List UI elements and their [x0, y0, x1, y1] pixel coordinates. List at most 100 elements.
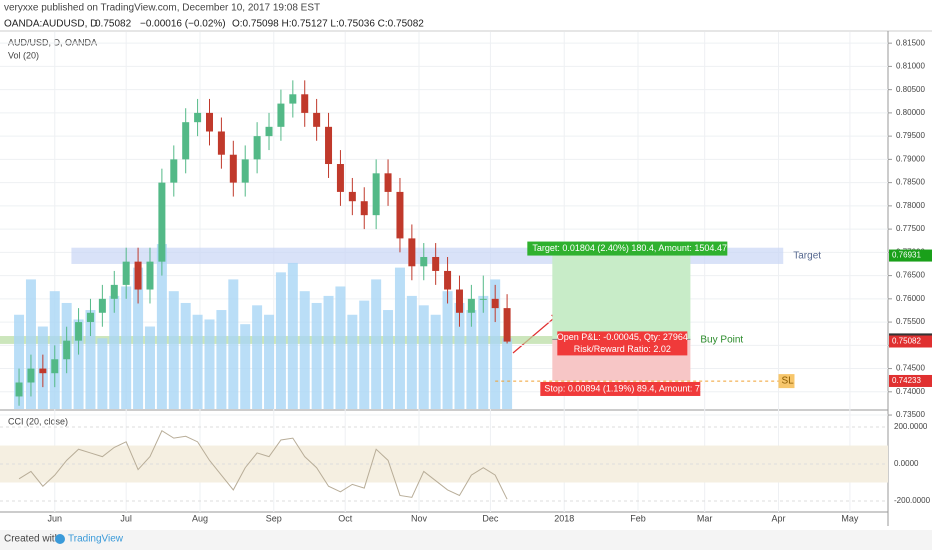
volume-bar	[121, 286, 132, 409]
y-tick-label: 0.80500	[896, 85, 925, 94]
candle-body	[289, 94, 297, 104]
volume-bar	[85, 310, 96, 409]
x-tick-label: 2018	[554, 513, 574, 523]
volume-bar	[371, 279, 382, 409]
volume-bar	[240, 324, 251, 409]
candle-body	[265, 126, 273, 137]
publisher: veryxxe published on TradingView.com, De…	[4, 3, 320, 14]
volume-bar	[490, 279, 501, 409]
ohlc: O:0.75098 H:0.75127 L:0.75036 C:0.75082	[232, 19, 424, 30]
zone-label: Buy Point	[700, 335, 743, 346]
legend: AUD/USD, D, OANDA	[8, 37, 97, 47]
candle-body	[479, 298, 487, 300]
x-tick-label: Aug	[192, 513, 208, 523]
volume-bar	[133, 267, 144, 409]
candle-body	[348, 191, 356, 202]
arrow	[512, 312, 561, 354]
candle-body	[51, 359, 59, 374]
candle-body	[146, 261, 154, 290]
candle-body	[122, 261, 130, 285]
volume-bar	[454, 302, 465, 409]
y-tick-label: 0.80000	[896, 108, 925, 117]
candle-body	[27, 368, 35, 383]
candle-body	[170, 159, 178, 183]
candle-body	[15, 382, 23, 397]
x-tick-label: Apr	[771, 513, 785, 523]
x-tick-label: Sep	[266, 513, 282, 523]
candle-body	[336, 164, 344, 192]
volume-bar	[335, 286, 346, 409]
y-tick-label: 0.74000	[896, 387, 925, 396]
price-tag-label: 0.75082	[892, 337, 921, 346]
candle-body	[384, 173, 392, 192]
candle-body	[194, 112, 202, 123]
candle-body	[241, 159, 249, 183]
change: −0.00016 (−0.02%)	[140, 19, 226, 30]
candle-body	[182, 122, 190, 160]
volume-bar	[252, 305, 263, 409]
candle-body	[158, 182, 166, 262]
volume-bar	[14, 314, 25, 409]
candle-body	[98, 298, 106, 313]
candle-body	[110, 284, 118, 299]
symbol: OANDA:AUDUSD, D	[4, 19, 97, 30]
cci-tick-label: 200.0000	[894, 422, 928, 431]
volume-bar	[216, 310, 227, 409]
candle-body	[75, 322, 83, 341]
volume-bar	[97, 338, 108, 409]
candle-body	[396, 191, 404, 239]
volume-bar	[478, 295, 489, 409]
volume-bar	[418, 305, 429, 409]
candle-body	[229, 154, 237, 183]
candle-body	[39, 368, 47, 374]
x-tick-label: Oct	[338, 513, 353, 523]
y-tick-label: 0.77500	[896, 224, 925, 233]
brand: TradingView	[68, 534, 124, 545]
logo	[55, 534, 65, 544]
stop-box	[540, 381, 701, 396]
volume-bar	[275, 272, 286, 409]
candle-body	[134, 261, 142, 290]
candle-body	[325, 126, 333, 165]
volume-bar	[73, 319, 84, 409]
volume-bar	[383, 310, 394, 409]
volume-bar	[180, 302, 191, 409]
volume-bar	[406, 295, 417, 409]
last-price: 0.75082	[95, 19, 132, 30]
volume-bar	[502, 338, 513, 409]
candle-body	[360, 201, 368, 216]
x-tick-label: Mar	[697, 513, 713, 523]
volume-bar	[394, 267, 405, 409]
x-tick-label: Jul	[120, 513, 132, 523]
target-text: Target: 0.01804 (2.40%) 180.4, Amount: 1…	[532, 243, 727, 253]
candle-body	[63, 340, 71, 360]
candle-body	[444, 270, 452, 290]
candle-body	[432, 256, 440, 271]
target-box	[527, 241, 728, 256]
y-tick-label: 0.79000	[896, 154, 925, 163]
candle-body	[491, 298, 499, 309]
pnl-text: Open P&L: -0.00045, Qty: 27964	[557, 332, 688, 342]
x-tick-label: Feb	[630, 513, 646, 523]
x-tick-label: Nov	[411, 513, 428, 523]
candle-body	[503, 308, 511, 342]
volume-label: Vol (20)	[8, 50, 39, 60]
candle-body	[313, 112, 321, 127]
price-tag-label: 0.76931	[892, 251, 921, 260]
volume-bar	[228, 279, 239, 409]
volume-bar	[359, 300, 370, 409]
footer-text: Created with	[4, 534, 60, 545]
y-tick-label: 0.81500	[896, 38, 925, 47]
cci-line	[18, 430, 508, 500]
price-tag	[889, 335, 932, 348]
volume-bar	[204, 319, 215, 409]
cci-tick-label: -200.0000	[894, 496, 931, 505]
volume-bar	[323, 295, 334, 409]
volume-bar	[264, 314, 275, 409]
volume-bar	[442, 291, 453, 409]
x-tick-label: Dec	[482, 513, 499, 523]
candle-body	[420, 256, 428, 267]
y-tick-label: 0.78000	[896, 201, 925, 210]
zone-label: Target	[793, 250, 821, 261]
